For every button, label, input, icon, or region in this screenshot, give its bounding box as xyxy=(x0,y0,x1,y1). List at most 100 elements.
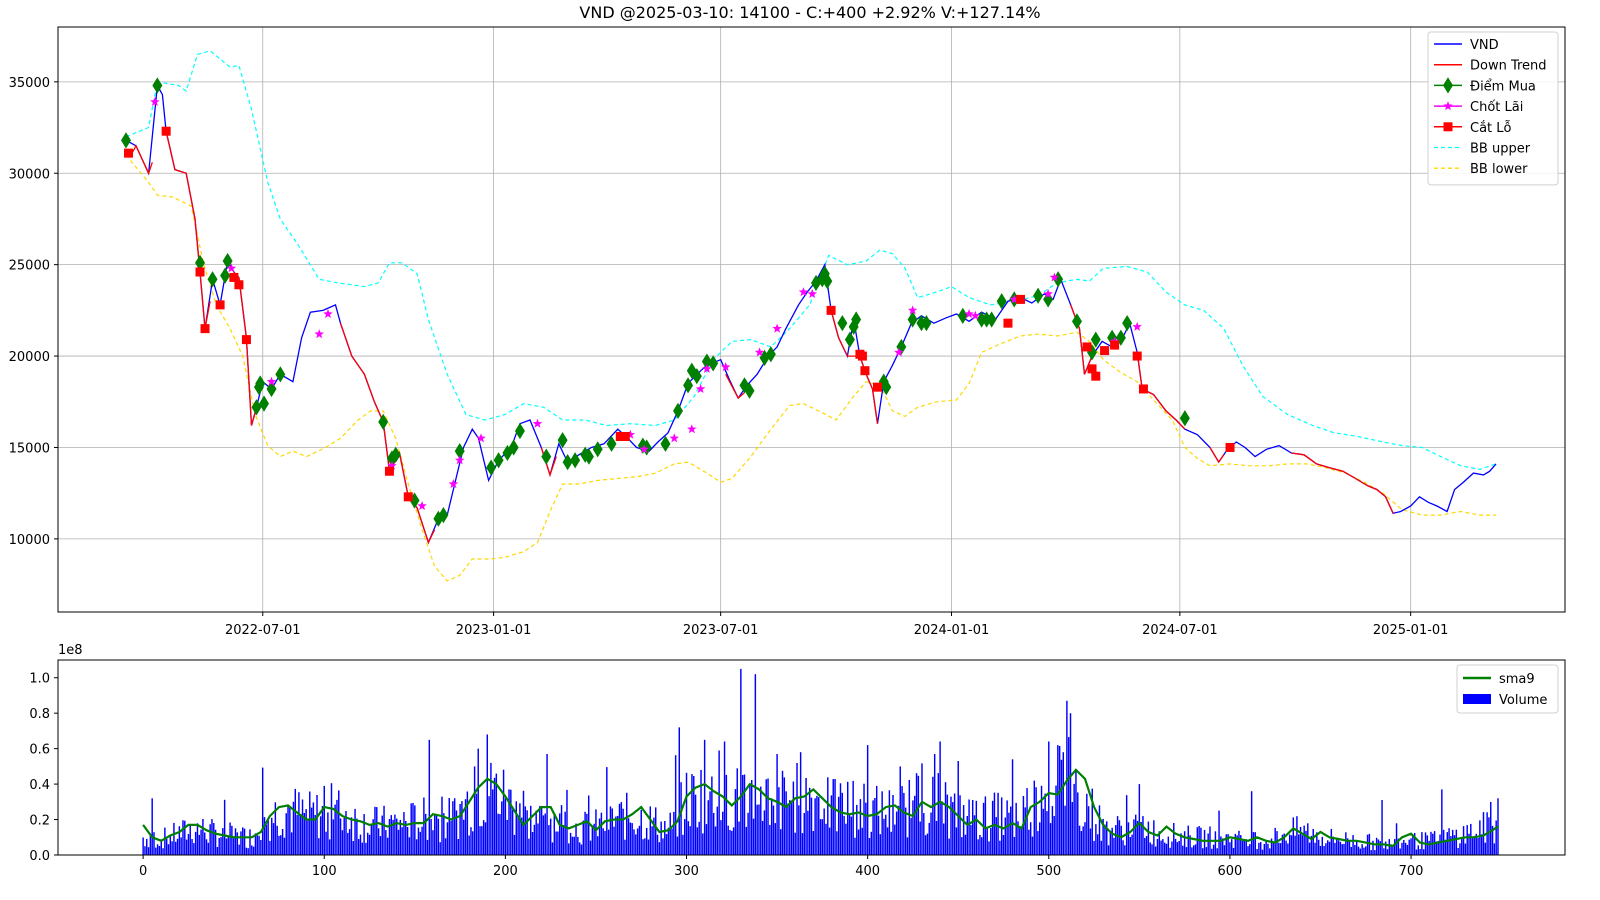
buy-marker xyxy=(683,377,694,394)
buy-marker xyxy=(486,459,497,476)
volume-bar xyxy=(1098,805,1101,855)
volume-bar xyxy=(682,834,684,855)
volume-bar xyxy=(1461,837,1463,855)
down-trend-segment xyxy=(725,373,745,400)
volume-bar xyxy=(386,837,389,855)
volume-bar xyxy=(535,810,537,855)
volume-y-tick-label: 0.4 xyxy=(29,778,50,793)
volume-bar xyxy=(948,838,950,855)
stop-loss-marker xyxy=(215,300,225,310)
volume-bar xyxy=(452,801,454,855)
volume-bar xyxy=(336,799,338,855)
volume-bar xyxy=(1250,791,1253,855)
volume-bar xyxy=(991,800,994,855)
volume-y-tick-label: 0.2 xyxy=(29,814,50,829)
volume-bar xyxy=(1004,817,1007,855)
volume-bar xyxy=(457,839,460,855)
volume-bar xyxy=(1493,843,1496,855)
volume-bar xyxy=(1019,826,1021,855)
volume-bar xyxy=(1316,832,1318,855)
volume-bar xyxy=(238,844,240,855)
volume-bar xyxy=(321,806,324,855)
volume-bar xyxy=(430,818,432,855)
volume-bar xyxy=(261,767,264,855)
volume-bar xyxy=(531,832,534,855)
volume-bar xyxy=(464,799,467,855)
volume-y-tick-label: 0.6 xyxy=(29,743,50,758)
volume-bar xyxy=(703,739,706,855)
volume-bar xyxy=(915,773,918,855)
volume-bar xyxy=(298,792,300,855)
buy-marker xyxy=(493,452,504,469)
volume-bar xyxy=(731,830,733,855)
volume-bar xyxy=(448,798,450,855)
volume-bar xyxy=(1093,840,1095,855)
volume-bar xyxy=(312,802,315,855)
take-profit-marker xyxy=(448,479,459,489)
volume-bar xyxy=(749,784,751,855)
buy-marker xyxy=(691,368,702,385)
volume-bar xyxy=(1031,836,1034,855)
volume-bar xyxy=(578,842,581,855)
volume-bar xyxy=(1368,833,1371,855)
volume-bar xyxy=(175,841,177,855)
volume-bar xyxy=(372,819,374,855)
volume-bar xyxy=(921,763,923,855)
buy-marker xyxy=(822,273,833,290)
volume-bar xyxy=(1058,746,1061,855)
volume-bar xyxy=(1269,848,1271,855)
volume-bar xyxy=(196,823,199,855)
volume-bar xyxy=(977,839,979,855)
volume-bar xyxy=(740,668,742,855)
volume-bar xyxy=(374,806,376,855)
volume-bar xyxy=(562,825,565,855)
volume-bar xyxy=(1408,839,1410,855)
volume-bar xyxy=(216,847,219,855)
volume-bar xyxy=(981,837,983,855)
volume-bar xyxy=(1028,829,1030,855)
volume-bar xyxy=(1232,847,1235,855)
volume-bar xyxy=(1183,831,1186,855)
volume-bar xyxy=(1095,824,1097,855)
volume-bar xyxy=(406,827,409,855)
price-y-axis: 10000 15000 20000 25000 30000 35000 xyxy=(9,76,58,548)
buy-marker xyxy=(251,399,262,416)
take-profit-marker xyxy=(772,323,782,333)
volume-bar xyxy=(1444,839,1447,855)
volume-bar xyxy=(513,834,516,855)
volume-bar xyxy=(334,804,336,855)
buy-marker xyxy=(222,252,233,270)
volume-bar xyxy=(698,821,700,855)
volume-bar xyxy=(437,818,440,855)
stop-loss-marker xyxy=(826,305,836,315)
volume-bar xyxy=(490,762,492,855)
volume-bar xyxy=(557,831,559,855)
volume-bar xyxy=(243,828,246,855)
volume-bar xyxy=(979,835,981,855)
volume-bar xyxy=(392,819,394,855)
volume-bar xyxy=(1334,842,1336,855)
volume-x-tick-label: 400 xyxy=(855,864,880,879)
volume-bar xyxy=(955,827,958,855)
volume-bar xyxy=(633,829,635,855)
volume-bar xyxy=(881,791,883,855)
volume-bar xyxy=(269,840,271,855)
buy-marker xyxy=(592,441,603,458)
stop-loss-marker xyxy=(615,432,625,441)
volume-bar xyxy=(779,829,782,855)
volume-bar xyxy=(491,789,494,855)
volume-bar xyxy=(240,831,242,855)
volume-bar xyxy=(367,832,369,855)
volume-bar xyxy=(986,827,988,855)
volume-bar xyxy=(405,821,407,855)
volume-bar xyxy=(370,824,373,855)
volume-bar xyxy=(1379,841,1381,855)
volume-bar xyxy=(564,811,566,855)
volume-bar xyxy=(1330,828,1333,855)
volume-bar xyxy=(1323,846,1325,855)
price-axes-frame xyxy=(57,26,1566,613)
volume-bar xyxy=(1120,825,1122,855)
volume-bar xyxy=(1343,843,1345,855)
volume-bar xyxy=(629,822,632,855)
volume-bar xyxy=(1178,840,1180,855)
